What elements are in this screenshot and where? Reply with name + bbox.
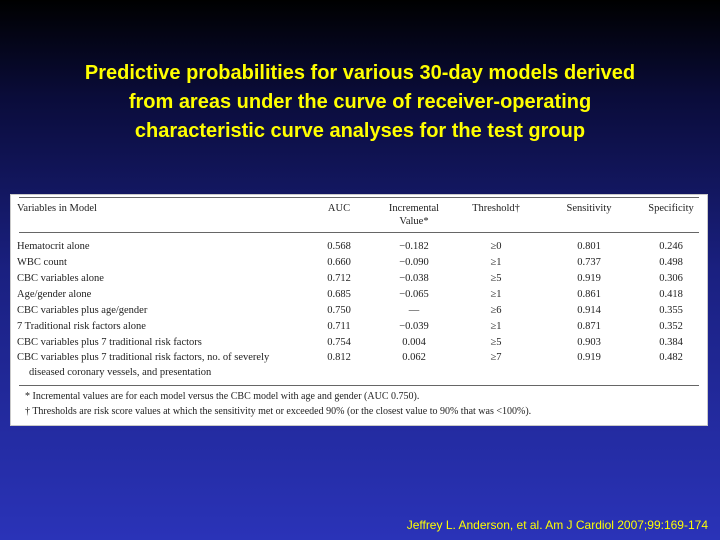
row-sensitivity: 0.919: [577, 273, 601, 284]
row-specificity: 0.352: [659, 321, 683, 332]
row-threshold: ≥1: [490, 289, 502, 300]
row-sensitivity: 0.871: [577, 321, 601, 332]
row-sensitivity: 0.914: [577, 305, 601, 316]
row-name: CBC variables plus 7 traditional risk fa…: [17, 337, 202, 348]
title-line-2: from areas under the curve of receiver-o…: [128, 91, 592, 113]
row-auc: 0.660: [327, 257, 351, 268]
row-auc: 0.812: [327, 352, 351, 363]
row-threshold: ≥5: [490, 273, 502, 284]
title-line-1: Predictive probabilities for various 30-…: [84, 62, 636, 84]
row-name: CBC variables plus age/gender: [17, 305, 148, 316]
row-name: CBC variables alone: [17, 273, 104, 284]
header-sensitivity: Sensitivity: [566, 203, 612, 214]
row-name: 7 Traditional risk factors alone: [17, 321, 146, 332]
row-specificity: 0.246: [659, 241, 683, 252]
row-name: Age/gender alone: [17, 289, 92, 300]
row-sensitivity: 0.801: [577, 241, 601, 252]
row-specificity: 0.384: [659, 337, 683, 348]
row-specificity: 0.418: [659, 289, 683, 300]
row-threshold: ≥6: [490, 305, 502, 316]
header-incremental-2: Value*: [399, 216, 429, 227]
row-specificity: 0.498: [659, 257, 683, 268]
row-auc: 0.685: [327, 289, 351, 300]
table-top-rule: [19, 197, 699, 198]
header-variables: Variables in Model: [17, 203, 97, 214]
row-name: CBC variables plus 7 traditional risk fa…: [17, 352, 270, 363]
row-auc: 0.568: [327, 241, 351, 252]
header-specificity: Specificity: [648, 203, 694, 214]
row-incremental: 0.004: [402, 337, 426, 348]
row-threshold: ≥1: [490, 257, 502, 268]
title-line-3: characteristic curve analyses for the te…: [134, 120, 586, 142]
row-threshold: ≥1: [490, 321, 502, 332]
row-name: WBC count: [17, 257, 67, 268]
row-name: Hematocrit alone: [17, 241, 90, 252]
header-rule: [19, 232, 699, 233]
row-threshold: ≥5: [490, 337, 502, 348]
header-threshold: Threshold†: [472, 203, 520, 214]
row-incremental: −0.039: [399, 321, 429, 332]
row-incremental: −0.182: [399, 241, 429, 252]
slide-title: Predictive probabilities for various 30-…: [20, 59, 700, 146]
row-sensitivity: 0.861: [577, 289, 601, 300]
footnote-threshold: † Thresholds are risk score values at wh…: [25, 406, 532, 417]
row-incremental: —: [408, 305, 420, 316]
row-incremental: −0.065: [399, 289, 429, 300]
footnote-incremental: * Incremental values are for each model …: [25, 391, 420, 402]
row-auc: 0.712: [327, 273, 351, 284]
row-incremental: −0.038: [399, 273, 429, 284]
row-threshold: ≥7: [490, 352, 502, 363]
row-name-continued: diseased coronary vessels, and presentat…: [29, 367, 212, 378]
row-sensitivity: 0.903: [577, 337, 601, 348]
row-sensitivity: 0.919: [577, 352, 601, 363]
row-specificity: 0.306: [659, 273, 683, 284]
row-incremental: 0.062: [402, 352, 426, 363]
row-threshold: ≥0: [490, 241, 502, 252]
row-auc: 0.754: [327, 337, 351, 348]
data-table: Variables in Model AUC Incremental Value…: [10, 194, 708, 426]
citation: Jeffrey L. Anderson, et al. Am J Cardiol…: [406, 518, 708, 532]
row-auc: 0.711: [327, 321, 351, 332]
header-incremental-1: Incremental: [388, 203, 440, 214]
row-specificity: 0.482: [659, 352, 683, 363]
row-auc: 0.750: [327, 305, 351, 316]
header-auc: AUC: [327, 203, 351, 214]
footer-rule: [19, 385, 699, 386]
row-sensitivity: 0.737: [577, 257, 601, 268]
row-specificity: 0.355: [659, 305, 683, 316]
row-incremental: −0.090: [399, 257, 429, 268]
